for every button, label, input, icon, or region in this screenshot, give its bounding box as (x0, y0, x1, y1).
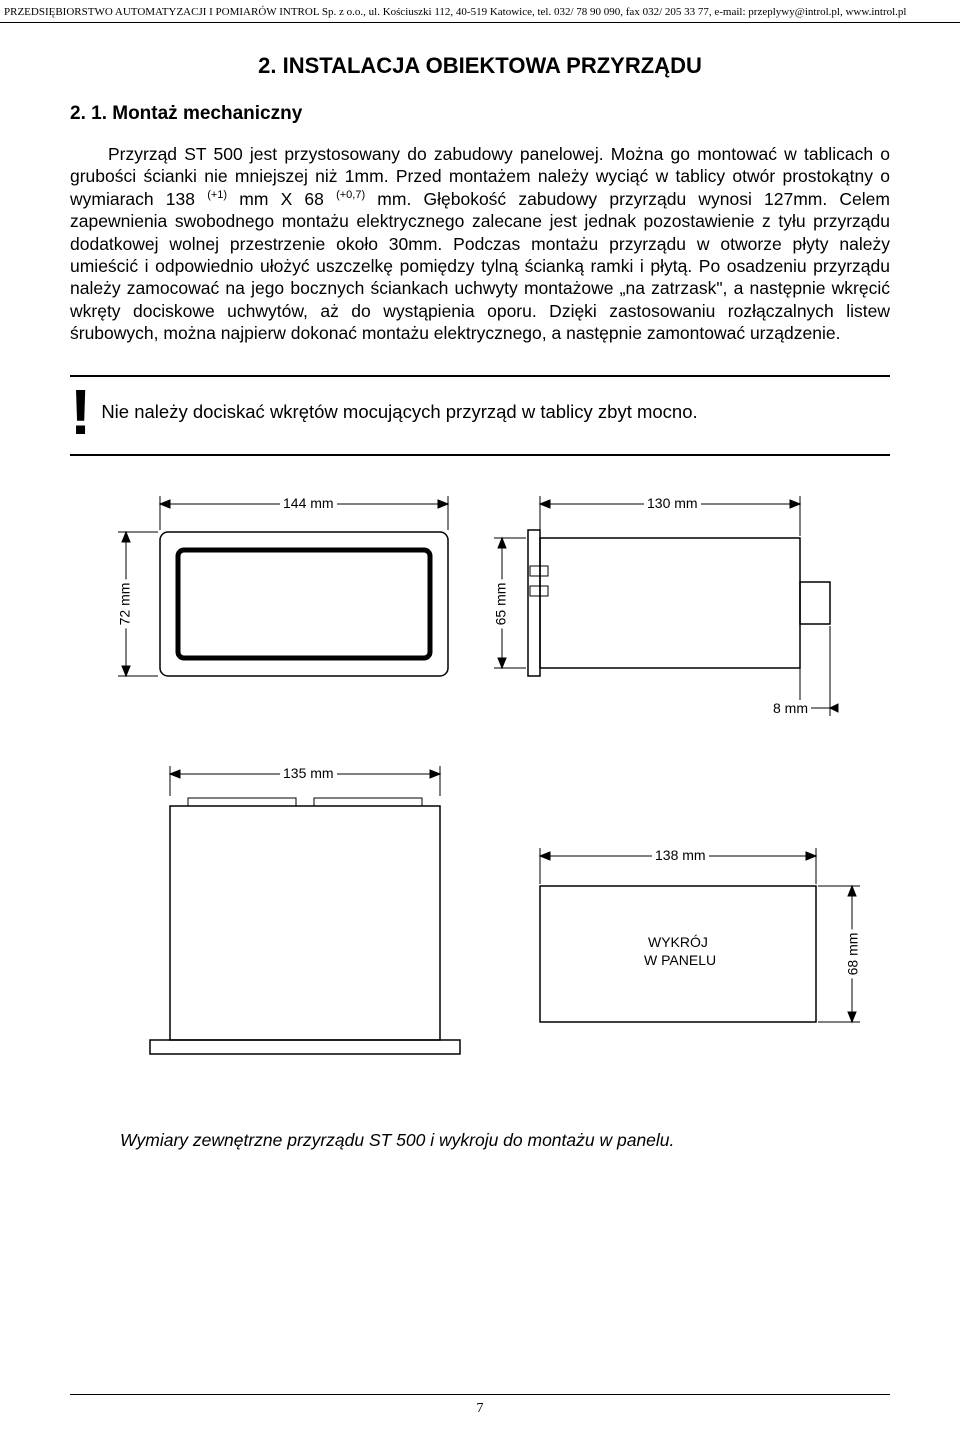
dim-side-height: 65 mm (492, 579, 508, 628)
footer-divider (70, 1394, 890, 1395)
panel-label-2: W PANELU (644, 952, 716, 968)
paragraph-post: mm. Głębokość zabudowy przyrządu wynosi … (70, 189, 890, 343)
dim-panel-height: 68 mm (844, 929, 860, 978)
dim-side-width: 130 mm (644, 495, 701, 511)
technical-diagram: 144 mm 72 mm 130 mm 65 mm 8 mm 135 mm 13… (70, 486, 890, 1096)
page-content: 2. INSTALACJA OBIEKTOWA PRZYRZĄDU 2. 1. … (0, 53, 960, 1151)
warning-text: Nie należy dociskać wkrętów mocujących p… (101, 401, 697, 423)
panel-label-1: WYKRÓJ (648, 934, 708, 950)
paragraph-mid: mm X 68 (227, 189, 336, 209)
page-number: 7 (70, 1401, 890, 1417)
warning-block: ! Nie należy dociskać wkrętów mocujących… (70, 375, 890, 456)
section-title: 2. INSTALACJA OBIEKTOWA PRZYRZĄDU (70, 53, 890, 79)
figure-caption: Wymiary zewnętrzne przyrządu ST 500 i wy… (120, 1130, 890, 1151)
header-divider (0, 22, 960, 23)
dim-side-tab: 8 mm (770, 700, 811, 716)
dim-panel-width: 138 mm (652, 847, 709, 863)
superscript-1: (+1) (207, 189, 227, 201)
dim-front-width: 144 mm (280, 495, 337, 511)
subsection-title: 2. 1. Montaż mechaniczny (70, 103, 890, 125)
body-paragraph: Przyrząd ST 500 jest przystosowany do za… (70, 143, 890, 345)
warning-exclamation-icon: ! (70, 387, 91, 438)
document-header: PRZEDSIĘBIORSTWO AUTOMATYZACJI I POMIARÓ… (0, 0, 960, 20)
page-footer: 7 (70, 1394, 890, 1417)
superscript-2: (+0,7) (336, 189, 365, 201)
dim-front-height: 72 mm (116, 579, 132, 628)
dim-top-width: 135 mm (280, 765, 337, 781)
diagram-svg (70, 486, 890, 1096)
